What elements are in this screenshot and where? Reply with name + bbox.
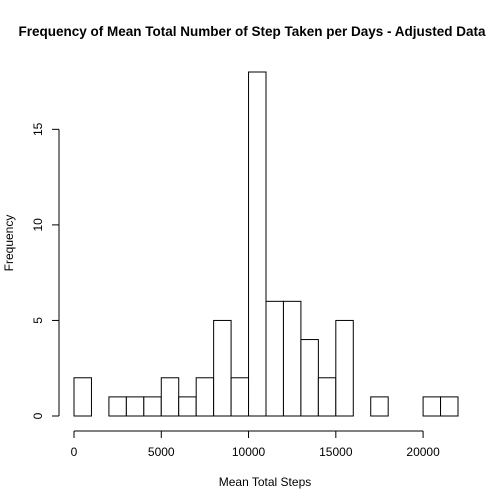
histogram-bar bbox=[440, 396, 459, 417]
y-tick-label: 15 bbox=[31, 122, 45, 136]
x-tick-label: 5000 bbox=[148, 445, 175, 459]
y-tick-label: 10 bbox=[31, 218, 45, 232]
histogram-bar bbox=[143, 396, 162, 417]
bars-group bbox=[73, 71, 459, 417]
histogram-bar bbox=[195, 377, 215, 417]
histogram-bar bbox=[317, 377, 337, 417]
x-axis: 0 5000 10000 15000 20000 bbox=[71, 430, 440, 459]
histogram-bar bbox=[248, 71, 267, 417]
histogram-bar bbox=[73, 377, 92, 417]
histogram-bar bbox=[335, 319, 354, 417]
x-tick-label: 0 bbox=[71, 445, 78, 459]
y-axis-label: Frequency bbox=[2, 215, 16, 272]
histogram-bar bbox=[282, 300, 302, 417]
histogram-bar bbox=[230, 377, 250, 417]
histogram-bar bbox=[422, 396, 442, 417]
histogram-bar bbox=[265, 300, 284, 417]
histogram-bar bbox=[300, 339, 319, 417]
histogram-bar bbox=[125, 396, 145, 417]
histogram-bar bbox=[108, 396, 127, 417]
histogram-bar bbox=[213, 319, 232, 417]
y-tick-label: 5 bbox=[31, 317, 45, 324]
histogram-bar bbox=[370, 396, 389, 417]
y-axis: 0 5 10 15 bbox=[31, 122, 60, 419]
x-tick-label: 20000 bbox=[406, 445, 440, 459]
histogram-bar bbox=[160, 377, 180, 417]
x-axis-label: Mean Total Steps bbox=[219, 475, 312, 489]
x-tick-label: 10000 bbox=[232, 445, 266, 459]
x-tick-label: 15000 bbox=[319, 445, 353, 459]
histogram-bar bbox=[178, 396, 197, 417]
chart-title: Frequency of Mean Total Number of Step T… bbox=[18, 24, 486, 39]
y-tick-label: 0 bbox=[31, 412, 45, 419]
